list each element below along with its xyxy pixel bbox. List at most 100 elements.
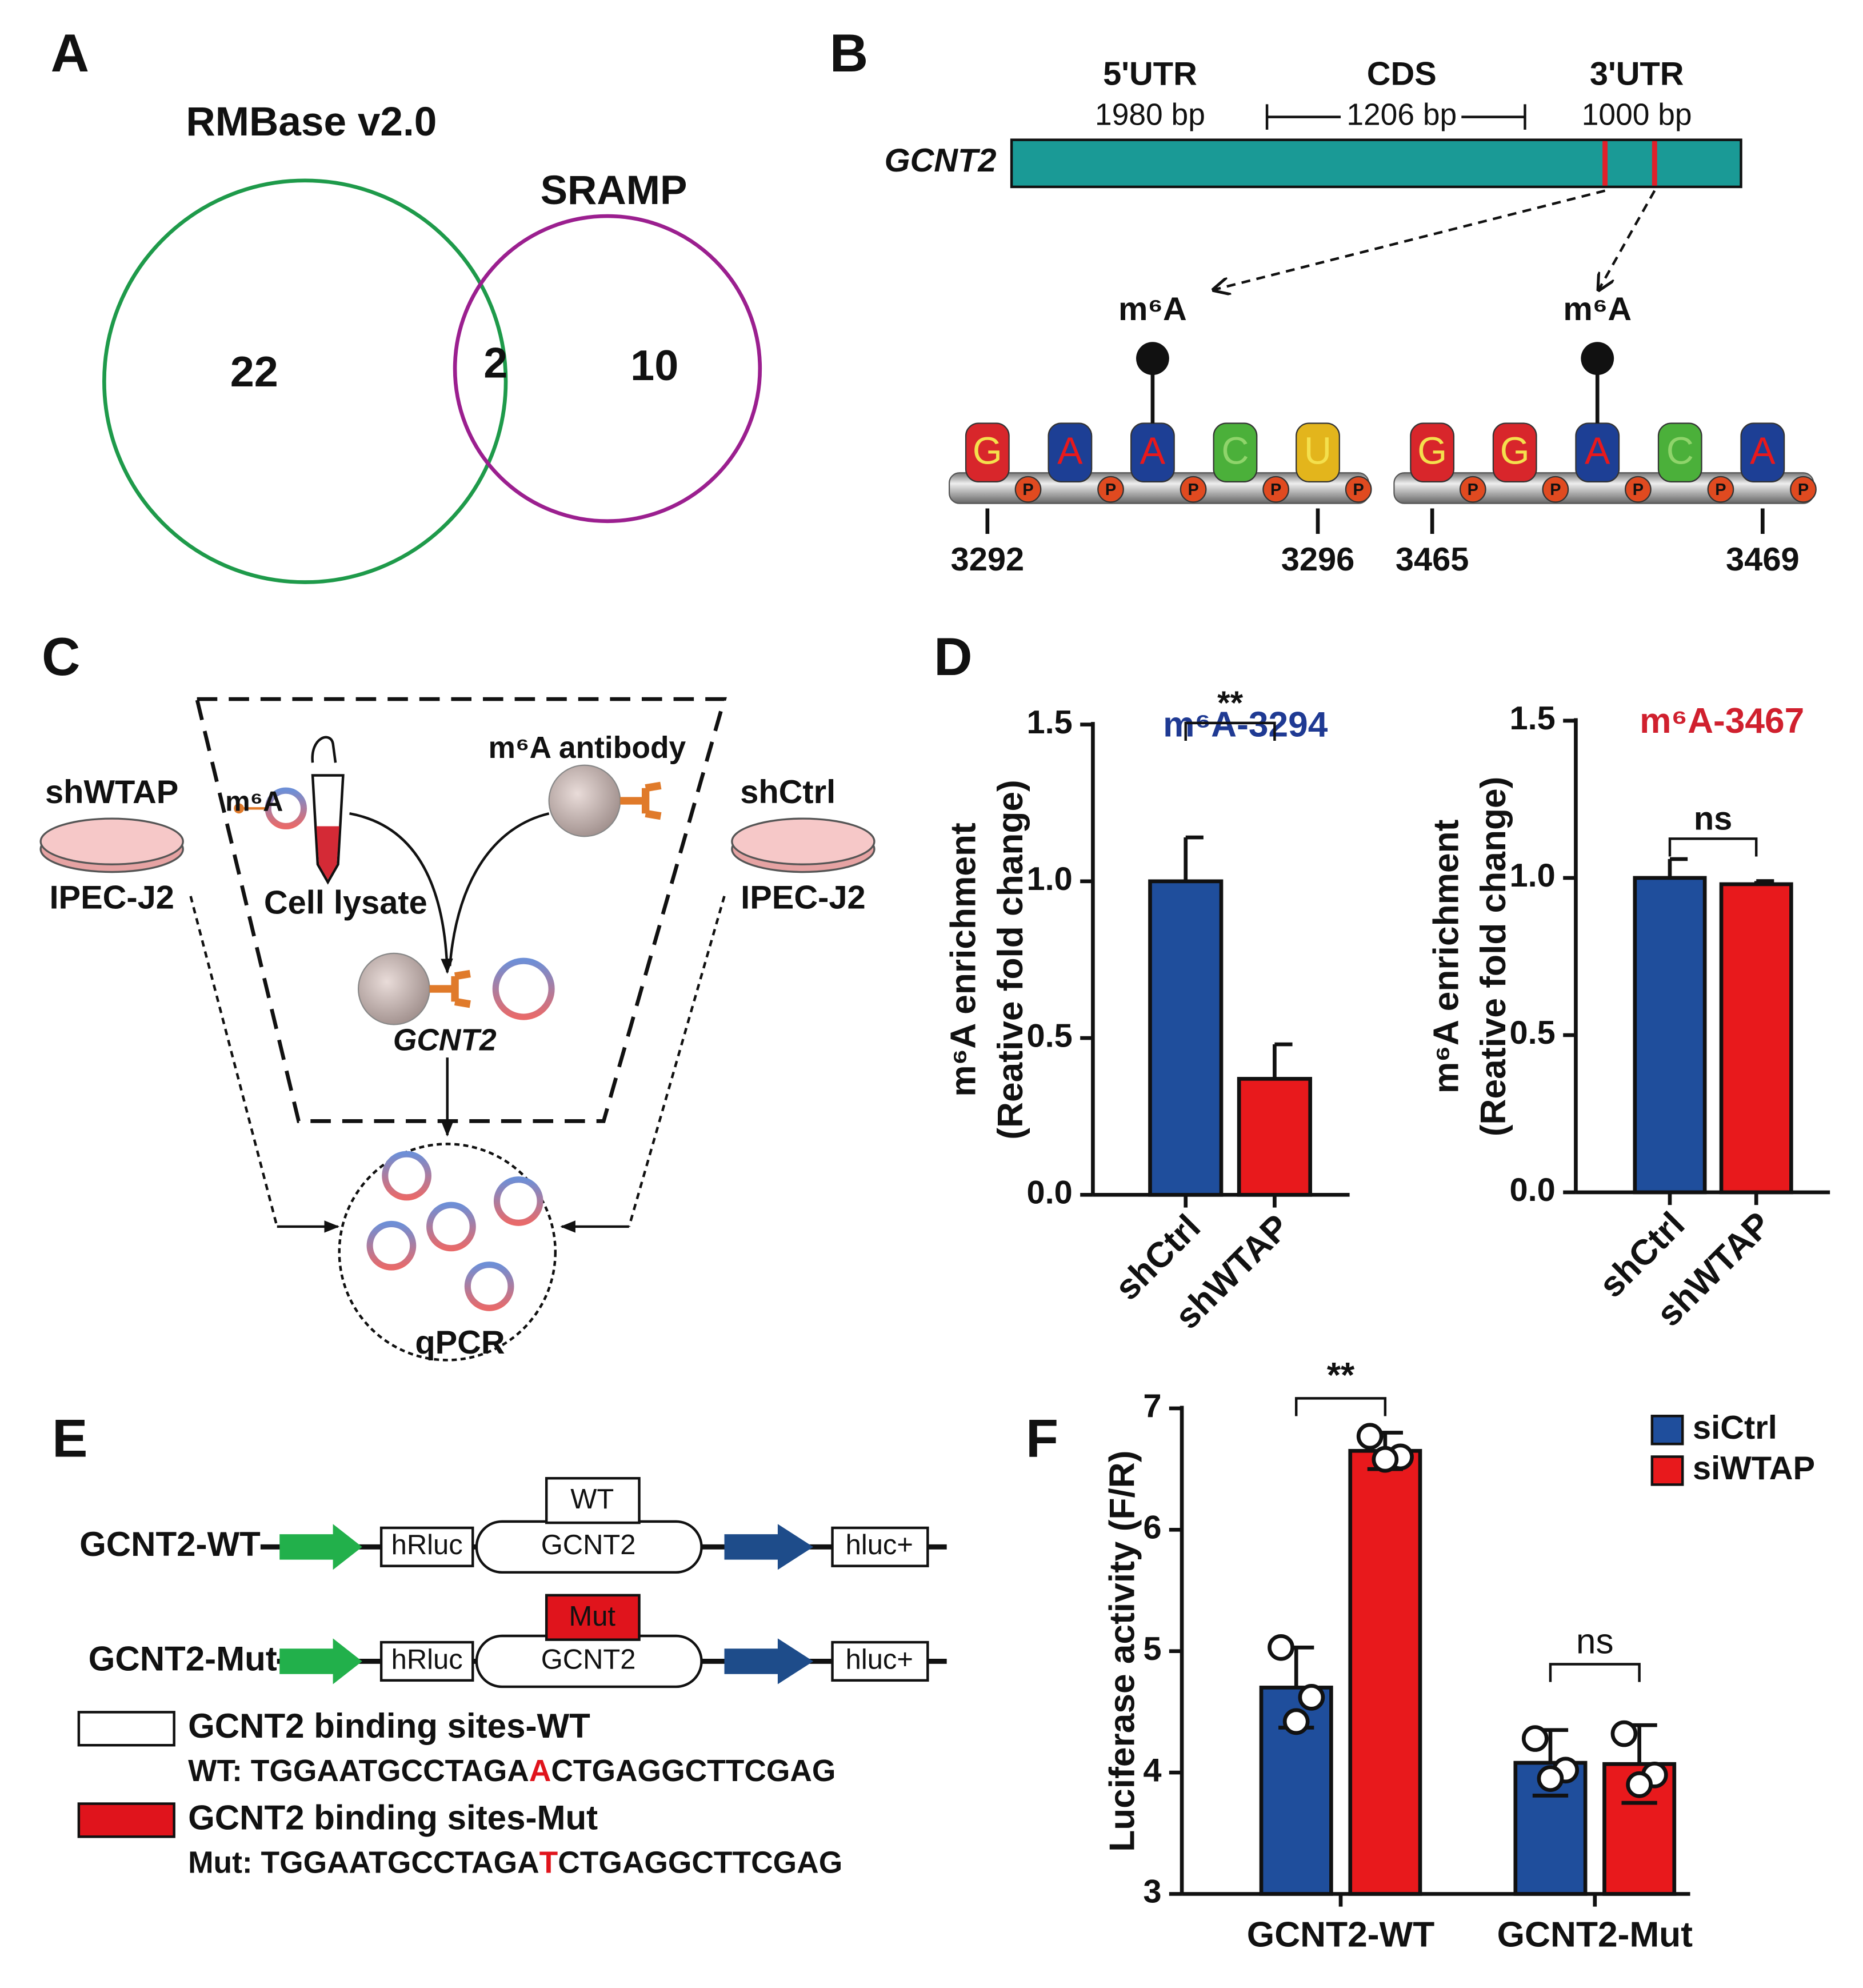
label: m⁶A [225, 786, 283, 817]
phosphate-label: P [1468, 481, 1478, 499]
methyl [1136, 342, 1169, 376]
base [1492, 422, 1537, 482]
base-letter: C [1221, 430, 1249, 473]
site-box [545, 1477, 641, 1524]
base [1296, 422, 1340, 482]
position: 3469 [1726, 541, 1800, 578]
sequence-part: Mut: TGGAATGCCTAGA [188, 1846, 539, 1879]
data-point [1298, 1684, 1325, 1711]
data-point [1356, 1423, 1384, 1450]
region-length: 1206 bp [1346, 98, 1457, 132]
rna [426, 1201, 476, 1252]
base [1740, 422, 1785, 482]
lysate [316, 826, 339, 880]
data-point [1282, 1708, 1310, 1735]
base-letter: C [1666, 430, 1694, 473]
phosphate [1625, 476, 1652, 503]
phosphate [1262, 476, 1289, 503]
significance-bracket [1294, 1397, 1387, 1416]
base [1410, 422, 1455, 482]
shape [189, 896, 278, 1227]
sample: shCtrl [740, 774, 835, 811]
legend-swatch [1650, 1455, 1684, 1486]
base [1048, 422, 1093, 482]
base-letter: A [1750, 430, 1776, 473]
panel-label: C [42, 626, 80, 686]
shape [627, 896, 726, 1227]
label: m⁶A antibody [489, 731, 686, 765]
legend-label: siCtrl [1693, 1410, 1777, 1446]
position: 3465 [1396, 541, 1469, 578]
base-letter: A [1585, 430, 1610, 473]
y-tick-label: 5 [1143, 1631, 1161, 1667]
region-length: 1980 bp [1095, 98, 1205, 132]
data-point [1268, 1634, 1294, 1661]
sequence-part: T [539, 1846, 558, 1879]
legend-label: GCNT2 binding sites-Mut [188, 1798, 598, 1837]
label: qPCR [415, 1324, 505, 1361]
y-axis-label: Luciferase activity (F/R) [1102, 1451, 1142, 1852]
y-tick-label: 0.0 [1509, 1172, 1555, 1208]
base [1213, 422, 1258, 482]
panel-label: D [934, 626, 972, 686]
cell-line: IPEC-J2 [49, 880, 174, 916]
count: 2 [483, 339, 507, 387]
legend-swatch [77, 1802, 175, 1838]
shape [349, 812, 453, 974]
data-point [1626, 1771, 1653, 1798]
data-point [1610, 1720, 1638, 1747]
region-name: CDS [1367, 56, 1437, 93]
legend-swatch [77, 1711, 175, 1747]
gene-name: GCNT2 [885, 142, 997, 179]
base-letter: U [1304, 430, 1332, 473]
phosphate-label: P [1353, 481, 1364, 499]
sample: shWTAP [45, 774, 178, 811]
y-tick-label: 1.5 [1026, 704, 1072, 741]
cell-line: IPEC-J2 [741, 880, 865, 916]
part [379, 1640, 474, 1682]
significance: ns [1694, 800, 1732, 837]
y-axis-label: m⁶A enrichment [1427, 820, 1466, 1094]
phosphate [1542, 476, 1569, 503]
phosphate [1097, 476, 1124, 503]
sequence-part: WT: TGGAATGCCTAGA [188, 1754, 529, 1788]
y-tick-label: 7 [1143, 1388, 1161, 1424]
sequence-part: CTGAGGCTTCGAG [558, 1846, 842, 1879]
venn-circle [102, 178, 508, 584]
promoter [279, 1638, 362, 1684]
position: 3292 [951, 541, 1025, 578]
rna [492, 957, 555, 1020]
panel-label: F [1026, 1408, 1058, 1468]
bar [1348, 1448, 1422, 1896]
phosphate [1345, 476, 1372, 503]
base-letter: A [1057, 430, 1083, 473]
venn-circle [453, 214, 762, 524]
antibody [620, 781, 662, 820]
base-letter: G [1500, 430, 1530, 473]
line [1214, 189, 1606, 290]
legend-label: GCNT2 binding sites-WT [188, 1707, 590, 1745]
count: 10 [630, 342, 678, 390]
phosphate [1707, 476, 1734, 503]
legend-swatch [1650, 1415, 1684, 1446]
y-axis-label: (Reative fold change) [991, 780, 1030, 1140]
antibody [429, 969, 471, 1008]
position: 3296 [1281, 541, 1355, 578]
bar [1719, 882, 1793, 1195]
line [1598, 190, 1656, 290]
bar [1148, 879, 1224, 1197]
panel-label: B [830, 23, 868, 83]
base-letter: G [1417, 430, 1447, 473]
phosphate-label: P [1022, 481, 1033, 499]
bar [1633, 876, 1707, 1195]
phosphate-label: P [1105, 481, 1116, 499]
y-tick-label: 6 [1143, 1510, 1161, 1546]
part [831, 1526, 929, 1567]
y-tick-label: 0.5 [1509, 1015, 1555, 1051]
y-tick-label: 1.0 [1026, 861, 1072, 897]
part-label: hRluc [391, 1644, 463, 1675]
legend-label: siWTAP [1693, 1450, 1815, 1487]
bead [548, 764, 621, 837]
data-point [1372, 1446, 1399, 1473]
phosphate-label: P [1270, 481, 1281, 499]
